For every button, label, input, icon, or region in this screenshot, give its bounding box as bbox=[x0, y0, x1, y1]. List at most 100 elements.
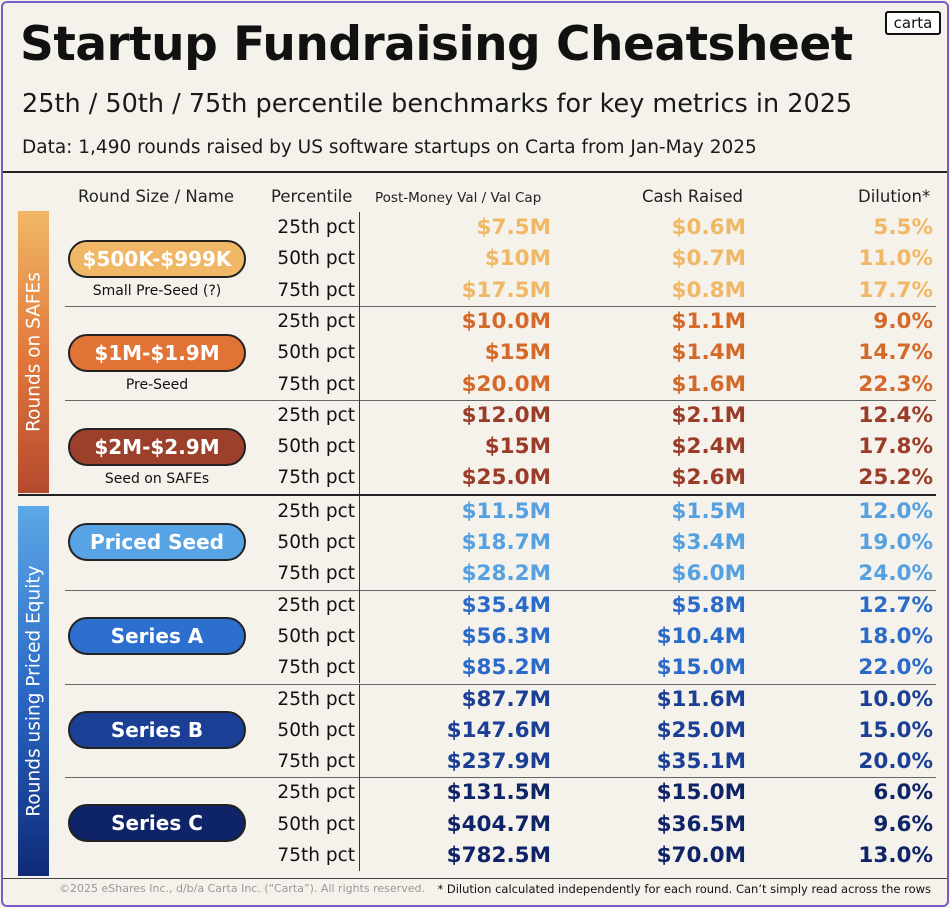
percentile-label: 25th pct bbox=[277, 782, 355, 804]
percentile-label: 50th pct bbox=[277, 625, 355, 647]
percentile-label: 25th pct bbox=[277, 688, 355, 710]
cash-cell: $0.8M bbox=[671, 277, 746, 303]
dilution-cell: 12.4% bbox=[858, 402, 933, 428]
valuation-cell: $237.9M bbox=[446, 749, 551, 775]
round-subtitle: Small Pre-Seed (?) bbox=[92, 283, 222, 299]
cash-cell: $6.0M bbox=[671, 561, 746, 587]
valuation-cell: $782.5M bbox=[446, 843, 551, 868]
percentile-label: 75th pct bbox=[277, 373, 355, 395]
cash-cell: $70.0M bbox=[656, 843, 746, 868]
percentile-label: 75th pct bbox=[277, 563, 355, 585]
valuation-cell: $147.6M bbox=[446, 717, 551, 743]
percentile-label: 75th pct bbox=[277, 751, 355, 773]
cash-cell: $15.0M bbox=[656, 780, 746, 806]
dilution-cell: 19.0% bbox=[858, 530, 933, 555]
cash-cell: $0.6M bbox=[671, 215, 746, 240]
header-round: Round Size / Name bbox=[78, 187, 235, 206]
cash-cell: $36.5M bbox=[656, 811, 746, 837]
dilution-cell: 18.0% bbox=[858, 623, 933, 649]
dilution-cell: 25.2% bbox=[858, 465, 933, 491]
valuation-cell: $87.7M bbox=[461, 686, 551, 712]
cash-cell: $0.7M bbox=[671, 246, 746, 272]
cash-cell: $2.6M bbox=[671, 465, 746, 491]
section-divider bbox=[18, 493, 936, 496]
column-divider bbox=[359, 589, 360, 684]
cash-cell: $15.0M bbox=[656, 655, 746, 681]
column-divider bbox=[359, 777, 360, 872]
header-cash: Cash Raised bbox=[642, 187, 743, 206]
dilution-footnote: * Dilution calculated independently for … bbox=[437, 882, 931, 896]
percentile-label: 50th pct bbox=[277, 813, 355, 835]
cash-cell: $5.8M bbox=[671, 592, 746, 618]
percentile-label: 25th pct bbox=[277, 594, 355, 616]
percentile-label: 75th pct bbox=[277, 657, 355, 679]
valuation-cell: $11.5M bbox=[461, 498, 551, 524]
footer-divider bbox=[3, 878, 947, 879]
percentile-label: 50th pct bbox=[277, 532, 355, 553]
cash-cell: $3.4M bbox=[671, 530, 746, 555]
round-pill: $500K-$999K bbox=[68, 240, 246, 278]
group-separator bbox=[65, 589, 936, 591]
cash-cell: $10.4M bbox=[656, 623, 746, 649]
percentile-label: 50th pct bbox=[277, 248, 355, 270]
dilution-cell: 17.8% bbox=[858, 434, 933, 460]
cash-cell: $1.5M bbox=[671, 498, 746, 524]
valuation-cell: $7.5M bbox=[476, 215, 551, 240]
dilution-cell: 9.0% bbox=[873, 308, 933, 334]
round-pill: $2M-$2.9M bbox=[68, 427, 246, 466]
percentile-label: 25th pct bbox=[277, 310, 355, 332]
page-subtitle: 25th / 50th / 75th percentile benchmarks… bbox=[22, 89, 853, 119]
valuation-cell: $404.7M bbox=[446, 811, 551, 837]
percentile-label: 75th pct bbox=[277, 467, 355, 489]
dilution-cell: 13.0% bbox=[858, 843, 933, 868]
header-divider bbox=[3, 171, 947, 173]
data-source-note: Data: 1,490 rounds raised by US software… bbox=[22, 137, 757, 158]
cash-cell: $1.1M bbox=[671, 308, 746, 334]
group-separator bbox=[65, 683, 936, 685]
page-title: Startup Fundraising Cheatsheet bbox=[20, 17, 853, 72]
valuation-cell: $131.5M bbox=[446, 780, 551, 806]
cash-cell: $35.1M bbox=[656, 749, 746, 775]
dilution-cell: 9.6% bbox=[873, 811, 933, 837]
dilution-cell: 10.0% bbox=[858, 686, 933, 712]
valuation-cell: $28.2M bbox=[461, 561, 551, 587]
percentile-label: 75th pct bbox=[277, 845, 355, 866]
valuation-cell: $85.2M bbox=[461, 655, 551, 681]
valuation-cell: $10.0M bbox=[461, 308, 551, 334]
dilution-cell: 6.0% bbox=[873, 780, 933, 806]
valuation-cell: $18.7M bbox=[461, 530, 551, 555]
column-divider bbox=[359, 683, 360, 778]
cash-cell: $11.6M bbox=[656, 686, 746, 712]
round-pill: Series A bbox=[68, 616, 246, 655]
cash-cell: $2.1M bbox=[671, 402, 746, 428]
valuation-cell: $25.0M bbox=[461, 465, 551, 491]
header-valuation: Post-Money Val / Val Cap bbox=[375, 190, 542, 206]
round-pill: Series C bbox=[68, 804, 246, 843]
side-label-safes: Rounds on SAFEs bbox=[18, 211, 49, 493]
carta-logo: carta bbox=[885, 11, 941, 35]
column-divider bbox=[359, 399, 360, 494]
valuation-cell: $10M bbox=[484, 246, 551, 272]
valuation-cell: $20.0M bbox=[461, 371, 551, 397]
percentile-label: 50th pct bbox=[277, 719, 355, 741]
dilution-cell: 22.3% bbox=[858, 371, 933, 397]
round-pill: Priced Seed bbox=[68, 522, 246, 561]
percentile-label: 25th pct bbox=[277, 217, 355, 238]
column-divider bbox=[359, 495, 360, 590]
round-subtitle: Pre-Seed bbox=[125, 376, 189, 393]
cash-cell: $1.4M bbox=[671, 340, 746, 366]
percentile-label: 25th pct bbox=[277, 500, 355, 522]
dilution-cell: 12.0% bbox=[858, 498, 933, 524]
round-subtitle: Seed on SAFEs bbox=[104, 470, 210, 487]
round-pill: Series B bbox=[68, 710, 246, 749]
cash-cell: $1.6M bbox=[671, 371, 746, 397]
dilution-cell: 14.7% bbox=[858, 340, 933, 366]
valuation-cell: $15M bbox=[484, 434, 551, 460]
group-separator bbox=[65, 399, 936, 401]
dilution-cell: 15.0% bbox=[858, 717, 933, 743]
cash-cell: $25.0M bbox=[656, 717, 746, 743]
copyright-text: ©2025 eShares Inc., d/b/a Carta Inc. (“C… bbox=[59, 882, 425, 895]
percentile-label: 25th pct bbox=[277, 404, 355, 426]
cash-cell: $2.4M bbox=[671, 434, 746, 460]
valuation-cell: $35.4M bbox=[461, 592, 551, 618]
